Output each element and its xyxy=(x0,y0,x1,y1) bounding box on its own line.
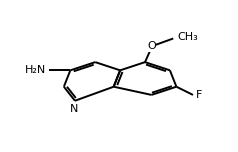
Text: O: O xyxy=(147,41,156,51)
Text: H₂N: H₂N xyxy=(25,65,46,75)
Text: N: N xyxy=(70,104,78,114)
Text: CH₃: CH₃ xyxy=(177,32,198,42)
Text: F: F xyxy=(196,90,203,100)
